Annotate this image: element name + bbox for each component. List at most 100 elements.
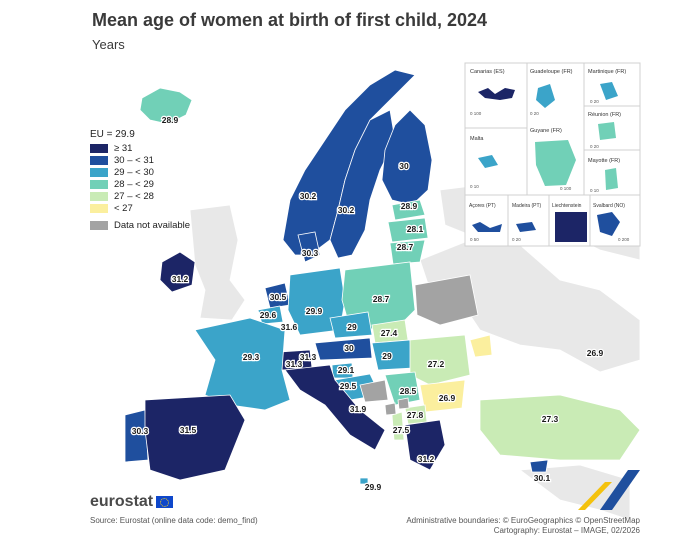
value-label-slovakia: 27.4: [381, 328, 398, 338]
liechtenstein-inset-shape: [555, 212, 587, 242]
albania-shape: [391, 411, 405, 441]
italy-shape: [284, 364, 386, 451]
svg-text:0 100: 0 100: [470, 111, 482, 116]
inset-label-madeira: Madeira (PT): [512, 203, 542, 209]
value-label-germany: 29.9: [306, 306, 323, 316]
value-label-sweden: 30.2: [338, 205, 355, 215]
legend-label: 30 – < 31: [114, 155, 154, 166]
value-label-albania: 27.5: [393, 425, 410, 435]
value-label-greece: 31.2: [418, 454, 435, 464]
malta-inset-shape: [478, 155, 498, 168]
romania-shape: [409, 334, 471, 386]
svg-text:0 50: 0 50: [470, 237, 479, 242]
country-shapes: [124, 69, 641, 485]
legend-swatch: [90, 180, 108, 189]
legend-row: 28 – < 29: [90, 179, 190, 190]
mayotte-shape: [605, 168, 618, 190]
svg-text:0 20: 0 20: [512, 237, 521, 242]
value-label-norway: 30.2: [300, 191, 317, 201]
france-shape: [194, 317, 291, 411]
legend-swatch: [90, 156, 108, 165]
uk-shape: [189, 204, 246, 321]
greece-shape: [404, 419, 446, 471]
legend-row: 29 – < 30: [90, 167, 190, 178]
svg-text:0 10: 0 10: [470, 184, 479, 189]
inset-label-reunion: Réunion (FR): [588, 112, 621, 118]
montenegro-shape: [384, 402, 397, 416]
inset-label-martinique: Martinique (FR): [588, 69, 626, 75]
svg-text:0 10: 0 10: [590, 188, 599, 193]
hungary-shape: [371, 339, 414, 371]
value-label-slovenia: 29.1: [338, 365, 355, 375]
legend-label: 29 – < 30: [114, 167, 154, 178]
serbia-shape: [384, 371, 421, 406]
belgium-shape: [257, 305, 284, 325]
value-label-north-macedonia: 27.8: [407, 410, 424, 420]
madeira-shape: [516, 222, 536, 232]
map-title: Mean age of women at birth of first chil…: [92, 10, 488, 30]
portugal-shape: [124, 409, 149, 463]
svg-text:0 20: 0 20: [530, 111, 539, 116]
acores-shape: [472, 222, 502, 232]
legend-swatch: [90, 204, 108, 213]
value-label-serbia: 28.5: [400, 386, 417, 396]
value-label-latvia: 28.1: [407, 224, 424, 234]
denmark-shape: [297, 231, 321, 263]
legend-label: 28 – < 29: [114, 179, 154, 190]
value-label-ireland: 31.2: [172, 274, 189, 284]
guadeloupe-shape: [536, 84, 555, 108]
kosovo-shape: [397, 397, 410, 410]
inset-label-svalbard: Svalbard (NO): [593, 203, 625, 209]
svg-text:0 20: 0 20: [590, 99, 599, 104]
value-label-bulgaria: 26.9: [439, 393, 456, 403]
value-label-romania: 27.2: [428, 359, 445, 369]
legend-row: 30 – < 31: [90, 155, 190, 166]
logo-text: eurostat: [90, 493, 154, 510]
cyprus-shape: [529, 459, 549, 473]
eu-flag-icon: [156, 496, 174, 508]
value-label-france: 29.3: [243, 352, 260, 362]
value-label-liechtenstein: 31.3: [300, 352, 317, 362]
value-label-italy: 31.9: [350, 404, 367, 414]
value-label-croatia: 29.5: [340, 381, 357, 391]
legend-label: ≥ 31: [114, 143, 133, 154]
value-label-moldova: 26.9: [587, 348, 604, 358]
inset-label-guyane: Guyane (FR): [530, 128, 562, 134]
inset-label-liechtenstein: Liechtenstein: [552, 203, 582, 209]
eurostat-logo: eurostat: [90, 493, 174, 511]
middle-east-shape: [518, 464, 631, 521]
legend-row: < 27: [90, 203, 190, 214]
value-label-malta: 29.9: [365, 482, 382, 492]
legend-row: ≥ 31: [90, 143, 190, 154]
value-label-lithuania: 28.7: [397, 242, 414, 252]
cartography-note: Cartography: Eurostat – IMAGE, 02/2026: [493, 526, 640, 535]
svg-text:0 20: 0 20: [590, 144, 599, 149]
latvia-shape: [387, 217, 429, 243]
lithuania-shape: [389, 239, 426, 265]
malta-shape: [359, 477, 369, 485]
legend-swatch: [90, 192, 108, 201]
inset-panel: Canarias (ES) 0 100 Guadeloupe (FR) 0 20…: [464, 62, 641, 247]
value-label-portugal: 30.3: [132, 426, 149, 436]
moldova-shape: [469, 334, 493, 358]
map-subtitle: Years: [92, 37, 125, 52]
guyane-shape: [535, 140, 576, 186]
martinique-shape: [600, 82, 618, 100]
reunion-shape: [598, 122, 616, 140]
svalbard-shape: [597, 212, 620, 236]
ireland-shape: [159, 251, 196, 293]
bulgaria-shape: [419, 379, 466, 413]
value-label-iceland: 28.9: [162, 115, 179, 125]
legend-swatch-na: [90, 221, 108, 230]
iceland-shape: [139, 87, 193, 125]
value-label-estonia: 28.9: [401, 201, 418, 211]
norway-shape: [282, 69, 416, 256]
value-label-czechia: 29: [347, 322, 357, 332]
value-label-t-rkiye: 27.3: [542, 414, 559, 424]
value-label-netherlands: 30.5: [270, 292, 287, 302]
value-label-switzerland: 31.3: [286, 359, 303, 369]
legend-swatch: [90, 168, 108, 177]
svg-text:0 100: 0 100: [560, 186, 572, 191]
legend-swatch: [90, 144, 108, 153]
